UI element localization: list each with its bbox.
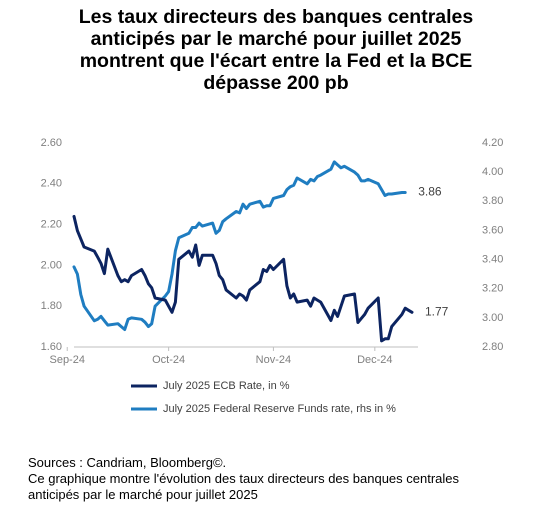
x-tick-label: Nov-24: [256, 354, 291, 366]
ecb-rate-line: [72, 214, 414, 343]
left-axis-ticks: 2.60 2.40 2.20 2.00 1.80 1.60: [41, 137, 62, 353]
left-tick-label: 1.80: [41, 300, 62, 312]
right-tick-label: 3.20: [482, 283, 503, 295]
chart: 2.60 2.40 2.20 2.00 1.80 1.60 4.20 4.00 3.80 3.6…: [41, 137, 504, 415]
x-tick-label: Oct-24: [152, 354, 185, 366]
legend-label: July 2025 Federal Reserve Funds rate, rh…: [163, 403, 396, 415]
fed-rate-line: [72, 160, 407, 331]
legend-label: July 2025 ECB Rate, in %: [163, 380, 290, 392]
series-layer: [72, 160, 414, 343]
legend: July 2025 ECB Rate, in % July 2025 Federa…: [131, 380, 396, 415]
x-axis-ticks: Sep-24 Oct-24 Nov-24 Dec-24: [49, 347, 393, 366]
left-tick-label: 1.60: [41, 341, 62, 353]
x-tick-label: Sep-24: [49, 354, 84, 366]
left-tick-label: 2.60: [41, 137, 62, 149]
end-labels: 3.86 1.77: [418, 185, 448, 319]
right-tick-label: 3.60: [482, 224, 503, 236]
left-tick-label: 2.00: [41, 259, 62, 271]
right-tick-label: 4.20: [482, 137, 503, 149]
ecb-end-label: 1.77: [425, 304, 449, 318]
right-tick-label: 2.80: [482, 341, 503, 353]
fed-end-label: 3.86: [418, 185, 442, 199]
left-tick-label: 2.40: [41, 178, 62, 190]
right-tick-label: 3.40: [482, 253, 503, 265]
source-note: Sources : Candriam, Bloomberg©. Ce graph…: [28, 455, 460, 502]
chart-title: Les taux directeurs des banques centrale…: [78, 6, 474, 94]
right-tick-label: 4.00: [482, 166, 503, 178]
x-tick-label: Dec-24: [357, 354, 392, 366]
right-axis-ticks: 4.20 4.00 3.80 3.60 3.40 3.20 3.00 2.80: [482, 137, 503, 353]
right-tick-label: 3.00: [482, 312, 503, 324]
right-tick-label: 3.80: [482, 195, 503, 207]
left-tick-label: 2.20: [41, 219, 62, 231]
